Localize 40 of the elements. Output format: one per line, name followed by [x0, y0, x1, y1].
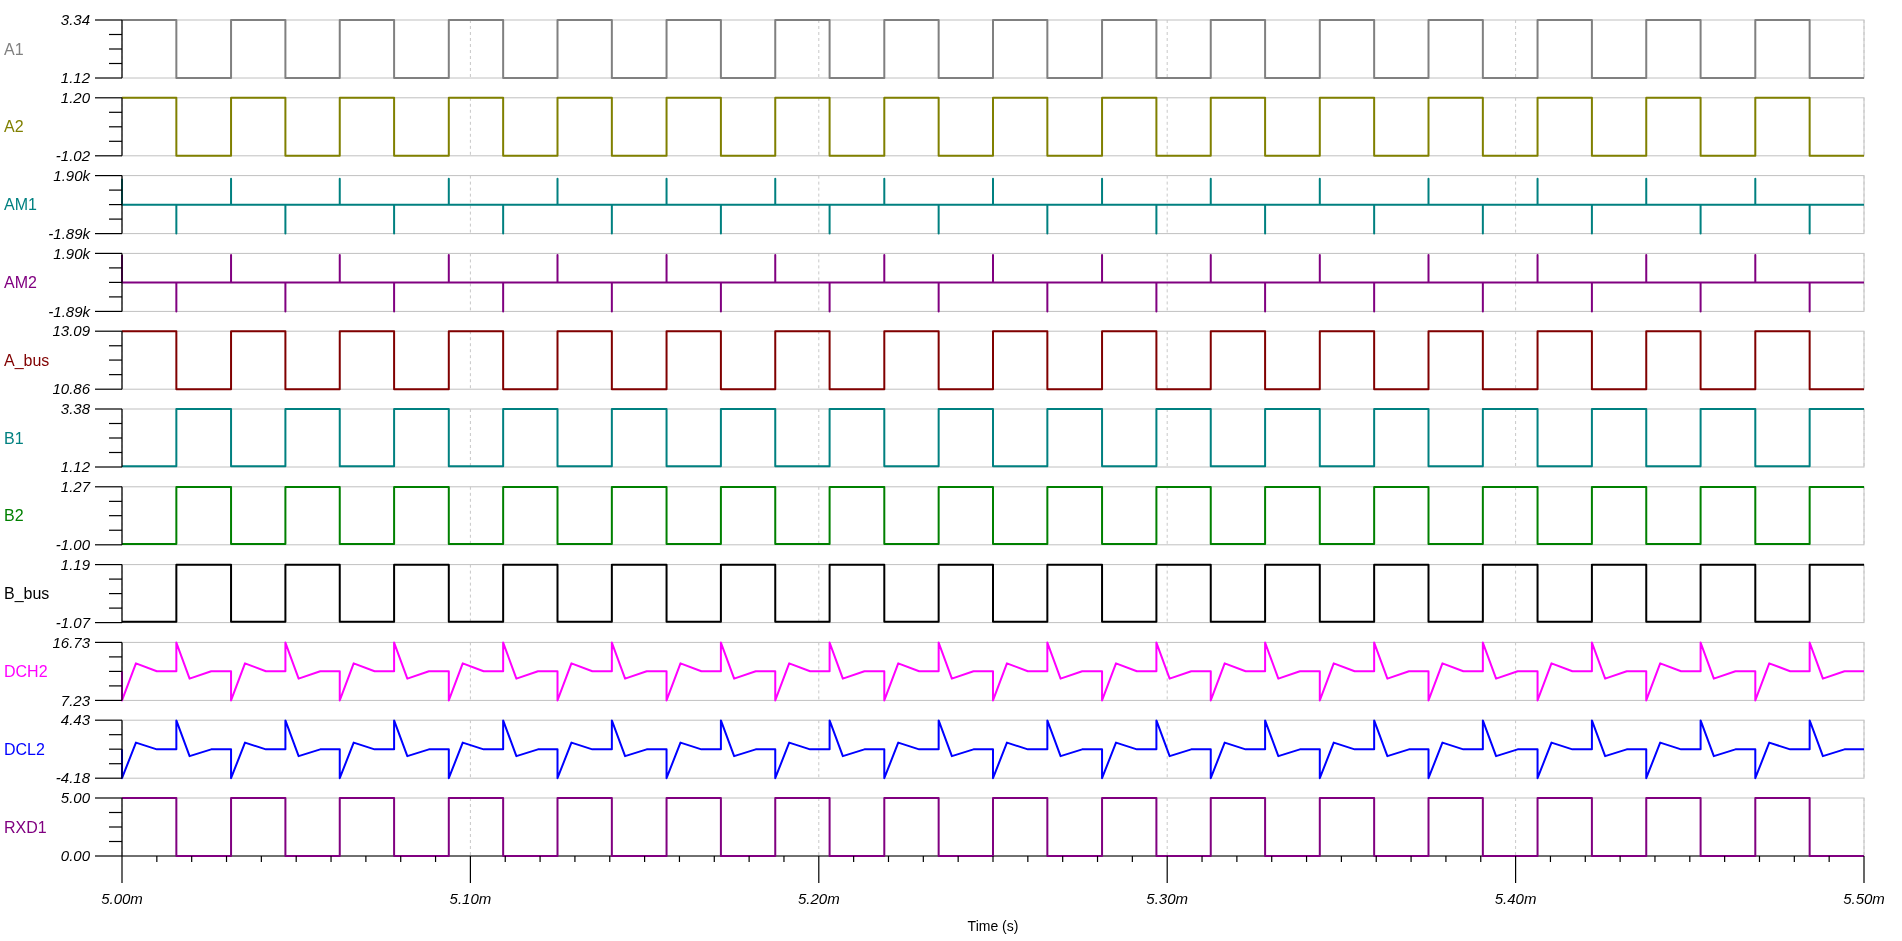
x-tick-label: 5.10m: [449, 890, 492, 908]
y-tick-label: -1.00: [55, 536, 91, 554]
y-tick-label: 0.00: [60, 847, 91, 865]
y-tick-label: 10.86: [52, 380, 91, 398]
y-axis-title: RXD1: [4, 818, 47, 836]
y-tick-label: 1.90k: [53, 244, 92, 262]
y-tick-label: -1.89k: [48, 224, 92, 242]
y-tick-label: 1.20: [60, 89, 91, 107]
y-axis-title: B2: [4, 507, 24, 525]
y-axis-title: B1: [4, 429, 24, 447]
y-axis-title: AM1: [4, 196, 37, 214]
y-tick-label: 5.00: [60, 789, 91, 807]
y-tick-label: 1.19: [60, 555, 91, 573]
y-axis-title: DCL2: [4, 740, 46, 758]
x-tick-label: 5.40m: [1494, 890, 1537, 908]
y-axis-title: B_bus: [4, 585, 50, 604]
y-tick-label: 1.12: [60, 69, 91, 87]
y-axis-title: A1: [4, 40, 24, 58]
y-tick-label: 13.09: [52, 322, 91, 340]
x-axis-title: Time (s): [967, 917, 1019, 934]
y-tick-label: 4.43: [60, 711, 91, 729]
x-tick-label: 5.00m: [101, 890, 143, 908]
x-tick-label: 5.50m: [1843, 890, 1885, 908]
y-tick-label: -1.07: [55, 613, 91, 631]
y-tick-label: 16.73: [52, 633, 91, 651]
y-tick-label: 3.34: [60, 11, 90, 29]
y-tick-label: 7.23: [60, 691, 91, 709]
y-tick-label: -4.18: [55, 769, 91, 787]
y-tick-label: -1.89k: [48, 302, 92, 320]
y-tick-label: 1.27: [60, 478, 91, 496]
y-axis-title: DCH2: [4, 663, 48, 680]
y-axis-title: A_bus: [4, 351, 50, 370]
y-tick-label: 1.12: [60, 458, 91, 476]
y-tick-label: 3.38: [60, 400, 91, 418]
y-tick-label: -1.02: [55, 147, 91, 165]
y-tick-label: 1.90k: [53, 166, 92, 184]
y-axis-title: A2: [4, 118, 24, 136]
y-axis-title: AM2: [4, 274, 37, 291]
x-tick-label: 5.20m: [797, 890, 840, 908]
x-tick-label: 5.30m: [1146, 890, 1189, 908]
